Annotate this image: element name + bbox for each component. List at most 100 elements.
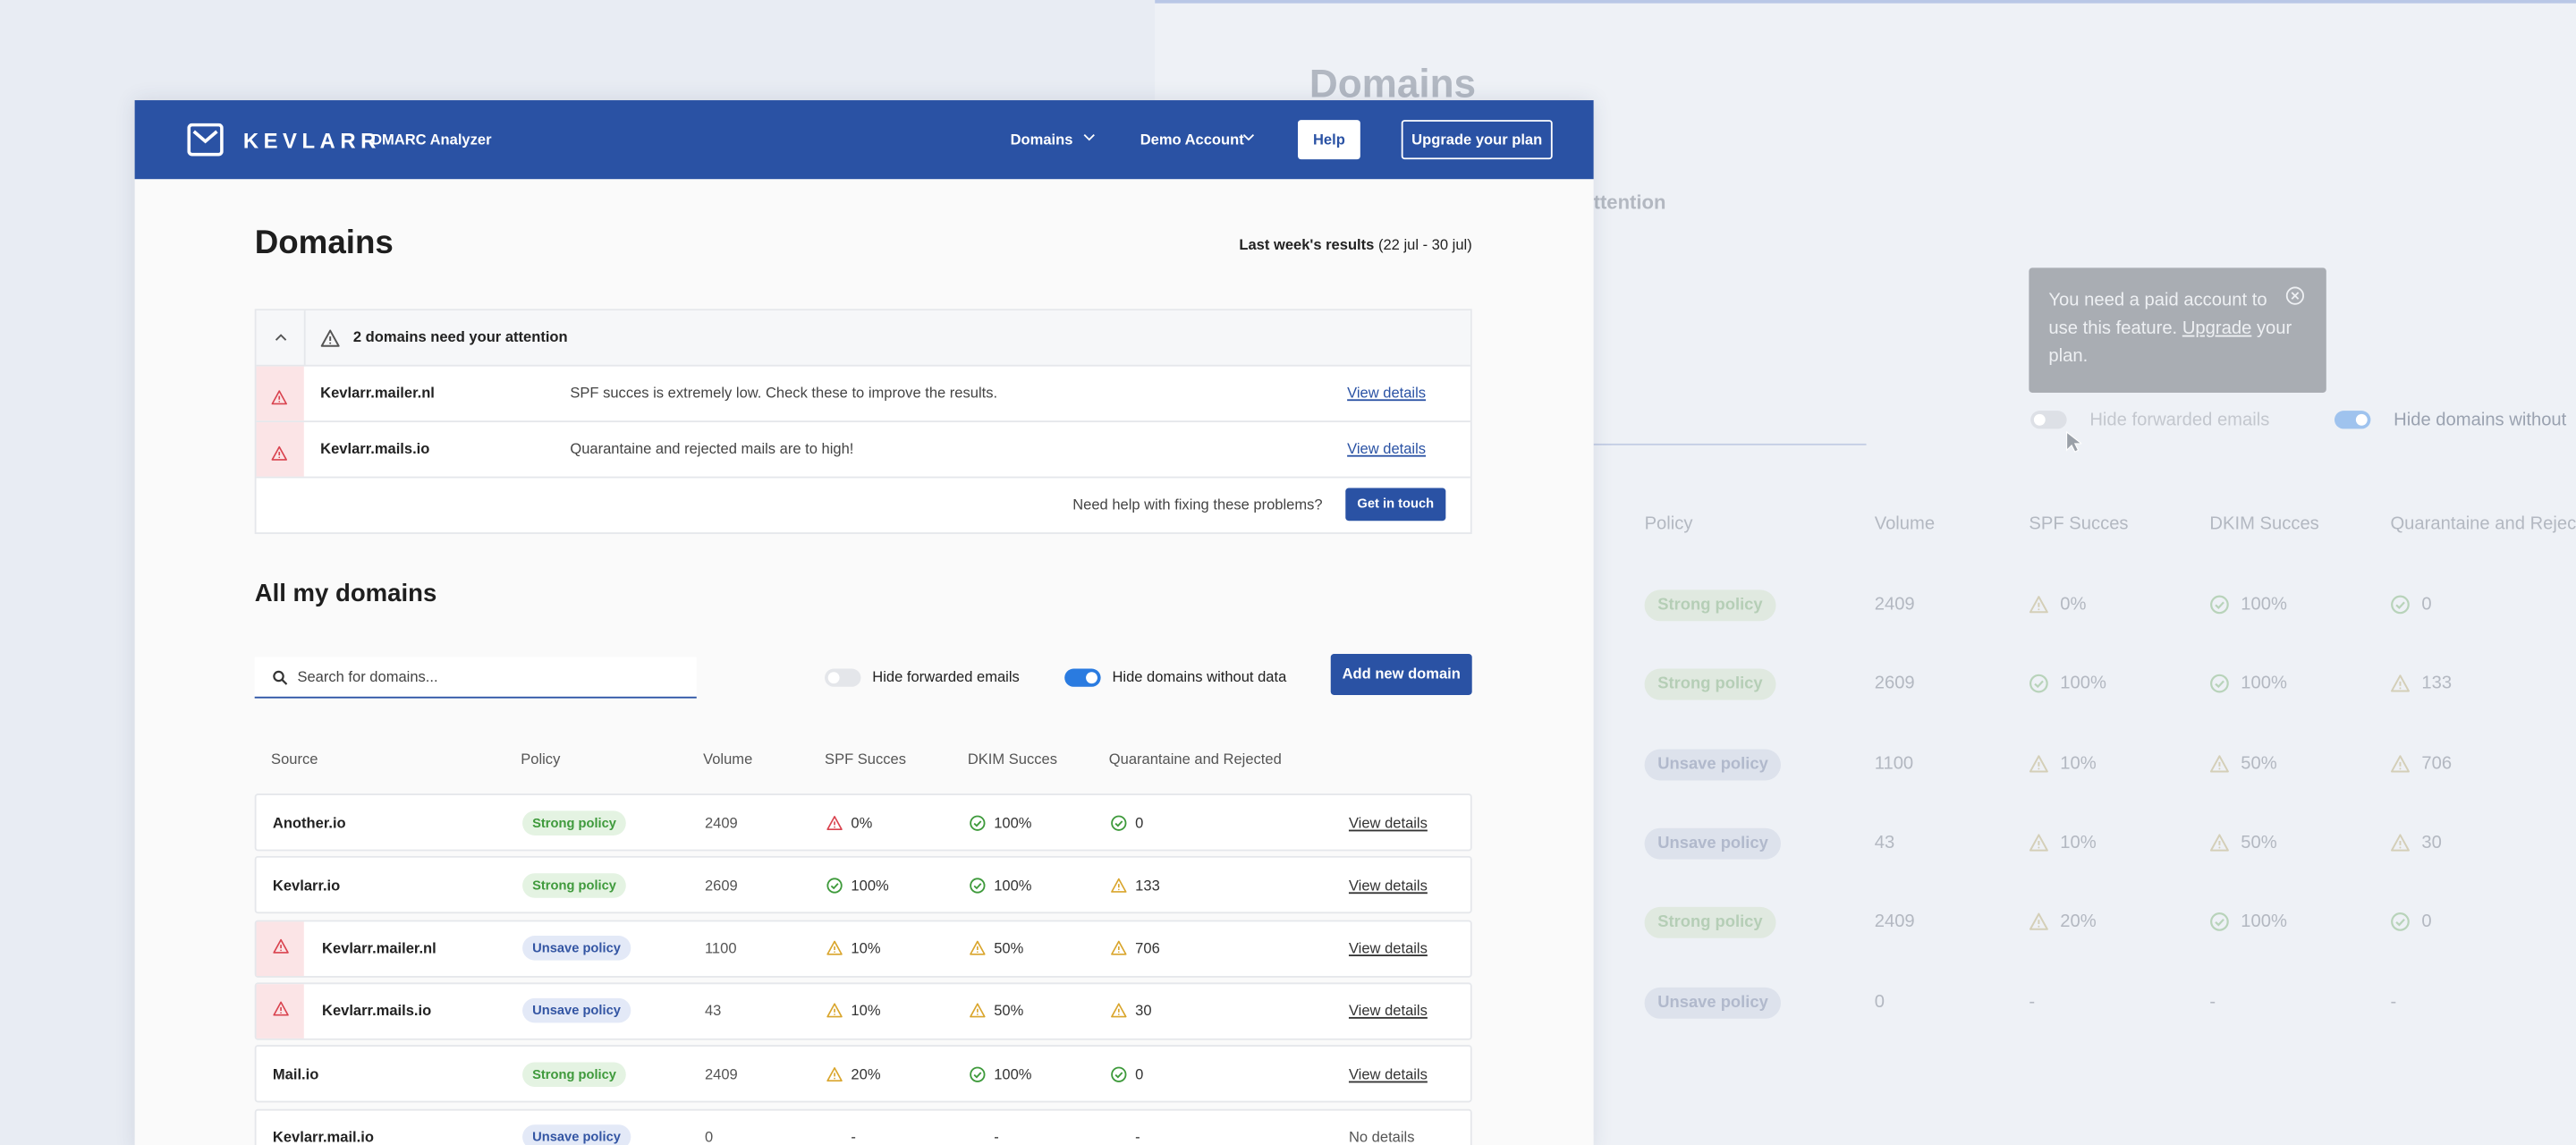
- qr-value: 30: [1135, 1003, 1152, 1020]
- no-details: No details: [1348, 1128, 1415, 1145]
- bg-volume: 0: [1874, 991, 1885, 1012]
- spf-value: 20%: [851, 1065, 881, 1082]
- warning-icon: [1111, 940, 1127, 955]
- bg-dkim-value: 100%: [2241, 674, 2287, 694]
- bg-volume: 2409: [1874, 594, 1915, 615]
- bg-dkim-value: -: [2209, 991, 2216, 1012]
- bg-spf-value: 20%: [2060, 912, 2097, 932]
- bg-status-icon: [2390, 595, 2410, 615]
- qr-value: -: [1135, 1128, 1140, 1145]
- bg-policy-pill: Strong policy: [1644, 669, 1776, 700]
- tooltip-message-end: your plan.: [2048, 318, 2292, 367]
- bg-spf-value: 0%: [2060, 594, 2087, 615]
- bg-policy-pill: Strong policy: [1644, 589, 1776, 622]
- bg-qr-value: 0: [2421, 912, 2432, 932]
- details-link[interactable]: View details: [1347, 384, 1427, 402]
- source: Kevlarr.mails.io: [322, 1003, 432, 1020]
- check-icon: [2210, 674, 2229, 693]
- warning-icon: [1111, 1004, 1127, 1019]
- nav-domains[interactable]: Domains: [1010, 131, 1073, 148]
- help-button[interactable]: Help: [1298, 120, 1360, 160]
- spf-value: 0%: [851, 814, 873, 831]
- toggle-label: Hide domains without: [2394, 411, 2567, 431]
- details-link[interactable]: View details: [1348, 939, 1428, 957]
- bg-spf-value: 10%: [2060, 753, 2097, 774]
- details-link[interactable]: View details: [1348, 814, 1428, 831]
- spf-value: -: [851, 1128, 856, 1145]
- warning-icon: [2391, 674, 2410, 692]
- source: Another.io: [272, 814, 346, 831]
- column-header: Source: [271, 751, 318, 768]
- policy-pill: Unsave policy: [522, 1124, 631, 1145]
- bg-attention: ttention: [1593, 191, 1666, 214]
- bg-status-icon: [2390, 833, 2410, 852]
- attention-message: SPF succes is extremely low. Check these…: [570, 384, 998, 402]
- status-icon: [970, 877, 986, 894]
- check-icon: [1111, 1066, 1127, 1082]
- toggle[interactable]: [2334, 411, 2371, 429]
- contact-button[interactable]: Get in touch: [1345, 488, 1446, 522]
- bg-volume: 2409: [1874, 912, 1915, 932]
- bg-policy-pill: Unsave policy: [1644, 827, 1782, 860]
- toggle[interactable]: [825, 668, 861, 687]
- tooltip-link[interactable]: Upgrade: [2182, 318, 2252, 339]
- check-icon: [1111, 814, 1127, 830]
- upgrade-button[interactable]: Upgrade your plan: [1401, 120, 1553, 160]
- details-link[interactable]: View details: [1348, 1003, 1428, 1020]
- bg-status-icon: [2029, 595, 2048, 615]
- toggle[interactable]: [1064, 668, 1101, 687]
- status-icon: [1111, 877, 1127, 893]
- check-icon: [970, 877, 986, 894]
- policy-pill: Strong policy: [522, 1061, 627, 1087]
- toggle[interactable]: [2030, 411, 2067, 429]
- policy-pill: Strong policy: [522, 810, 627, 835]
- bg-qr-value: -: [2390, 991, 2397, 1012]
- source: Kevlarr.mail.io: [272, 1128, 374, 1145]
- check-icon: [826, 877, 843, 894]
- toggle-knob: [827, 672, 840, 684]
- details-link[interactable]: View details: [1347, 440, 1427, 457]
- column-header: Policy: [521, 751, 561, 768]
- bg-status-icon: [2029, 753, 2048, 773]
- dkim-value: 100%: [994, 877, 1032, 894]
- spf-value: 10%: [851, 1003, 881, 1020]
- volume: 1100: [704, 939, 737, 957]
- alert-icon: [273, 1001, 289, 1021]
- section-title: All my domains: [254, 580, 437, 608]
- bg-column-header: SPF Succes: [2029, 513, 2129, 534]
- attention-box: [254, 309, 1472, 534]
- volume: 2609: [704, 877, 738, 894]
- nav-account[interactable]: Demo Account: [1140, 131, 1244, 148]
- collapse-icon[interactable]: [275, 332, 288, 342]
- add-domain-button[interactable]: Add new domain: [1330, 654, 1472, 695]
- warning-icon: [826, 1004, 843, 1019]
- tooltip-text: You need a paid account to use this feat…: [2048, 287, 2295, 371]
- bg-qr-value: 133: [2421, 674, 2453, 694]
- details-link[interactable]: View details: [1348, 1065, 1428, 1082]
- bg-dkim-value: 50%: [2241, 753, 2277, 774]
- brand: KEVLARR: [242, 128, 381, 153]
- qr-value: 0: [1135, 814, 1144, 831]
- search-input[interactable]: Search for domains...: [254, 657, 697, 699]
- warning-icon: [273, 1002, 289, 1017]
- bg-column-header: Quarantaine and Reject: [2390, 513, 2576, 534]
- chevron: [1242, 133, 1255, 141]
- column-header: Volume: [703, 751, 753, 768]
- details-link[interactable]: View details: [1348, 877, 1428, 894]
- bg-qr-value: 706: [2421, 753, 2453, 774]
- toggle-knob: [2355, 413, 2368, 426]
- status-icon: [970, 940, 986, 956]
- warning-icon: [826, 815, 843, 830]
- cursor: [2066, 430, 2082, 453]
- check-icon: [970, 1066, 986, 1082]
- attention-message: Quarantaine and rejected mails are to hi…: [570, 440, 854, 457]
- check-icon: [2029, 674, 2048, 693]
- warning-icon: [2029, 912, 2048, 931]
- status-icon: [826, 877, 843, 894]
- attention-domain: Kevlarr.mails.io: [320, 440, 430, 457]
- warning-icon: [2029, 754, 2048, 772]
- tooltip-close[interactable]: [2285, 286, 2305, 306]
- warning-icon: [970, 940, 986, 955]
- attention-domain: Kevlarr.mailer.nl: [320, 384, 435, 402]
- bg-column-header: DKIM Succes: [2209, 513, 2319, 534]
